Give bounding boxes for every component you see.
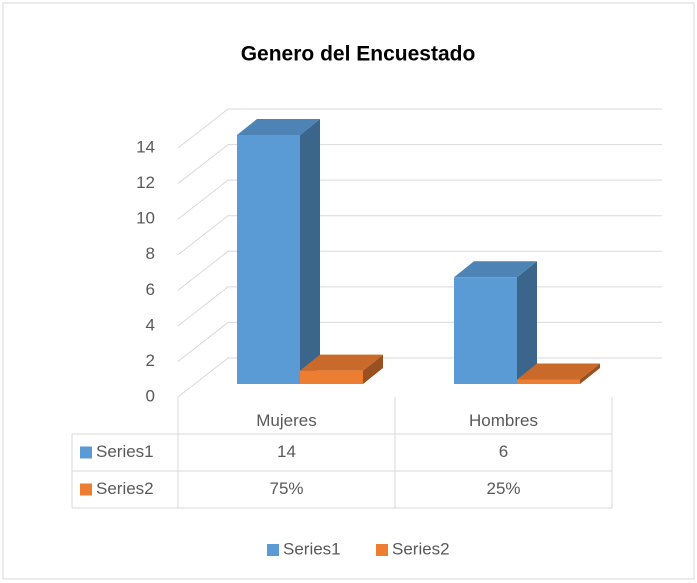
bar-side [580,363,600,384]
bar [454,261,537,384]
bar-top [517,363,600,380]
bar [237,119,320,384]
bar-front [300,370,363,384]
y-tick-label: 8 [146,244,155,263]
table-cell: 6 [499,442,508,461]
y-tick-label: 0 [146,386,155,405]
y-tick-label: 2 [146,351,155,370]
table-legend-key [80,446,92,459]
bar [517,363,600,384]
bar-side [300,119,320,384]
y-tick-label: 6 [146,280,155,299]
table-cell: 75% [269,479,303,498]
y-tick-label: 4 [146,315,155,334]
table-row-header: Series1 [96,442,154,461]
table-row-header: Series2 [96,479,154,498]
grid-line [177,179,662,220]
legend-label: Series2 [392,539,450,558]
grid-line [177,215,662,256]
bar-front [237,135,300,384]
chart-title: Genero del Encuestado [241,43,476,66]
bar-top [454,261,537,278]
grid-line [177,108,662,149]
x-tick-label: Hombres [469,411,538,430]
legend-label: Series1 [283,539,341,558]
legend-key [267,544,279,556]
grid-line [177,250,662,291]
bar-side [517,261,537,384]
table-cell: 25% [486,479,520,498]
table-legend-key [80,483,92,496]
y-tick-label: 12 [136,173,155,192]
table-cell: 14 [277,442,296,461]
y-tick-label: 14 [136,137,155,156]
legend-key [376,544,388,556]
bar-top [237,119,320,135]
bar-side [363,354,383,384]
y-tick-label: 10 [136,209,155,228]
x-tick-label: Mujeres [256,411,316,430]
grid-line [177,144,662,184]
bar-front [454,277,517,384]
bar-front [517,379,580,384]
bar-top [300,354,383,371]
bar [300,354,383,384]
